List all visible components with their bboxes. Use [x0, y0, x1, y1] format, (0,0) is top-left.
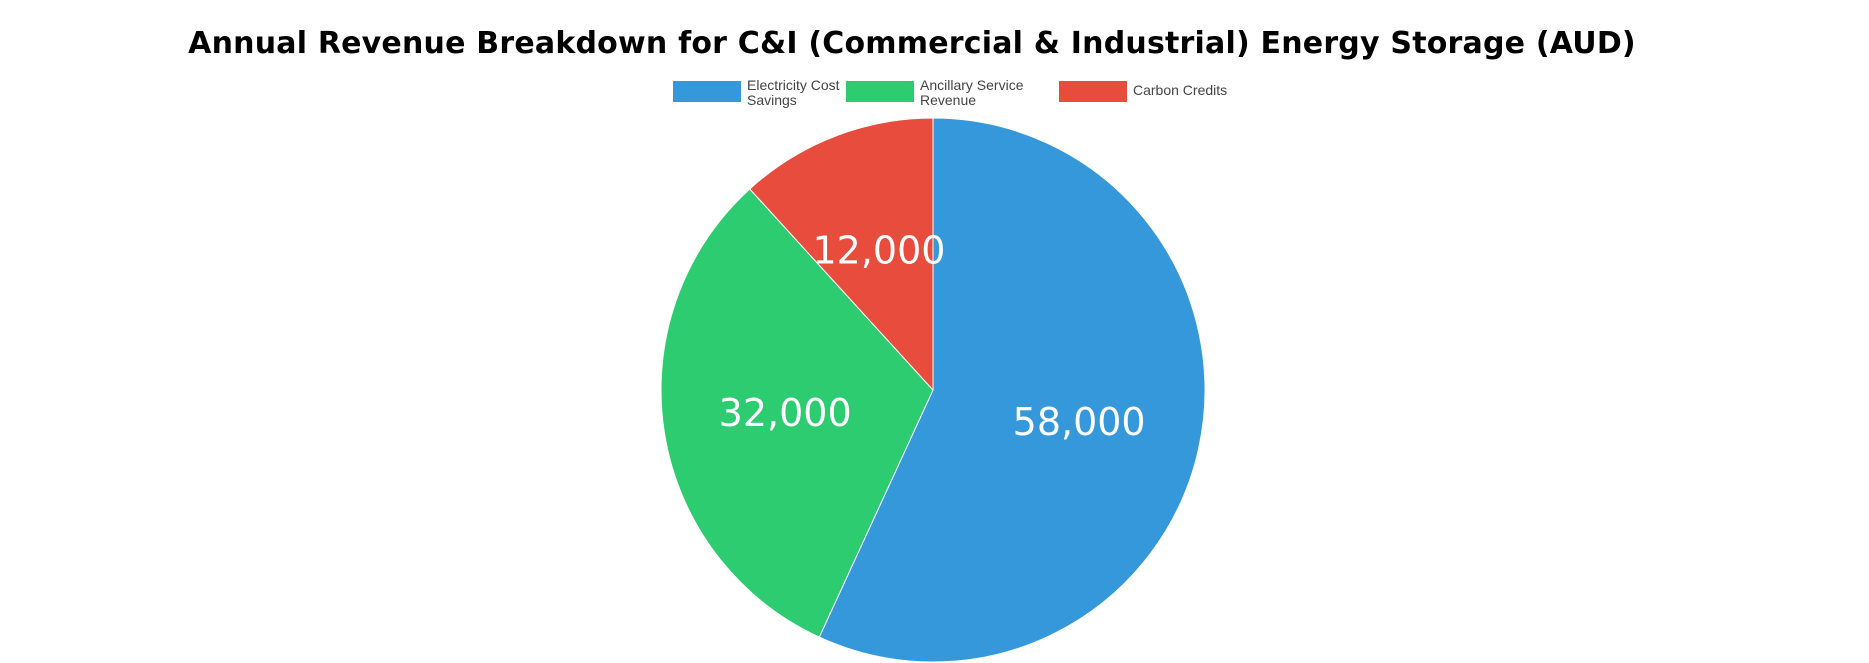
chart-title: Annual Revenue Breakdown for C&I (Commer…: [188, 26, 1636, 61]
legend-swatch-carbon-credits: [1059, 81, 1127, 102]
pie-slice-labels: 58,000 32,000 12,000: [719, 229, 1146, 445]
pie-slice-electricity-cost-savings[interactable]: [818, 117, 1206, 663]
legend-label-electricity-cost-savings: Electricity Cost Savings: [747, 77, 840, 108]
slice-value-label-ancillary-service-revenue: 32,000: [719, 391, 852, 435]
slice-value-label-carbon-credits: 12,000: [812, 229, 945, 273]
pie-slice-carbon-credits[interactable]: [749, 117, 934, 392]
slice-value-label-electricity-cost-savings: 58,000: [1013, 400, 1146, 444]
pie-slice-ancillary-service-revenue[interactable]: [660, 188, 934, 638]
chart-legend: Electricity Cost Savings Ancillary Servi…: [0, 78, 1869, 112]
legend-label-carbon-credits: Carbon Credits: [1133, 82, 1228, 98]
legend-label-ancillary-service-revenue: Ancillary Service Revenue: [920, 77, 1024, 108]
legend-swatch-ancillary-service-revenue: [846, 81, 914, 102]
pie-slices: [660, 117, 1206, 663]
legend-swatch-electricity-cost-savings: [673, 81, 741, 102]
